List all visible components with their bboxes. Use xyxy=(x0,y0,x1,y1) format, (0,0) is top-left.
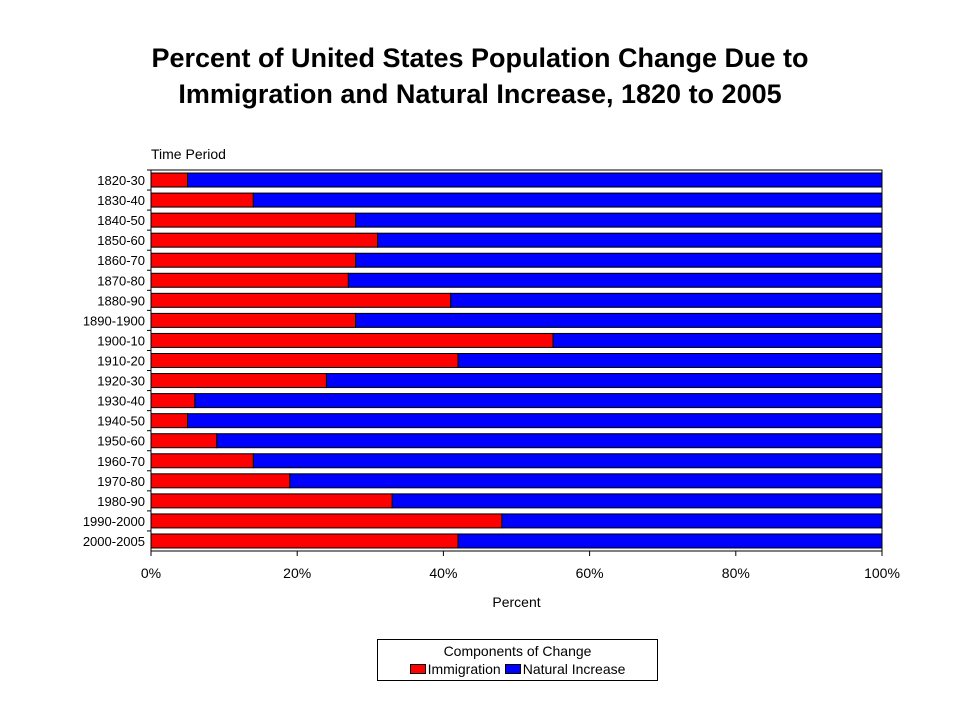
x-tick-label-60: 60% xyxy=(576,565,604,581)
bar-immigration-1820-30 xyxy=(150,172,189,188)
category-label-1930-40: 1930-40 xyxy=(97,394,145,409)
bar-immigration-2000-2005 xyxy=(150,533,459,549)
legend-swatch-natural-increase xyxy=(504,664,521,674)
bar-immigration-1830-40 xyxy=(150,192,254,208)
bar-immigration-1860-70 xyxy=(150,252,357,268)
category-label-1840-50: 1840-50 xyxy=(97,213,145,228)
plot-frame xyxy=(150,169,883,552)
legend: Components of Change Immigration Natural… xyxy=(377,639,658,681)
bar-immigration-1840-50 xyxy=(150,212,357,228)
bar-immigration-1960-70 xyxy=(150,453,254,469)
bar-immigration-1950-60 xyxy=(150,433,218,449)
bar-natural-increase-1900-10 xyxy=(552,332,883,348)
bar-immigration-1920-30 xyxy=(150,373,327,389)
x-axis-title: Percent xyxy=(492,594,540,610)
legend-label-immigration: Immigration xyxy=(427,661,501,677)
bar-natural-increase-1960-70 xyxy=(252,453,883,469)
category-label-1990-2000: 1990-2000 xyxy=(83,514,145,529)
category-label-1850-60: 1850-60 xyxy=(97,233,145,248)
bar-immigration-1870-80 xyxy=(150,272,349,288)
category-label-2000-2005: 2000-2005 xyxy=(83,534,145,549)
bar-immigration-1900-10 xyxy=(150,332,554,348)
x-tick-label-20: 20% xyxy=(283,565,311,581)
bar-natural-increase-1870-80 xyxy=(347,272,883,288)
category-label-1950-60: 1950-60 xyxy=(97,434,145,449)
chart-title-line-1: Percent of United States Population Chan… xyxy=(151,43,809,73)
category-label-1920-30: 1920-30 xyxy=(97,374,145,389)
bar-natural-increase-1830-40 xyxy=(252,192,883,208)
bar-immigration-1980-90 xyxy=(150,493,393,509)
bar-natural-increase-1880-90 xyxy=(450,292,883,308)
x-axis-ticks: 0% 20% 40% 60% 80% 100% xyxy=(141,551,900,581)
bar-immigration-1970-80 xyxy=(150,473,291,489)
category-label-1960-70: 1960-70 xyxy=(97,454,145,469)
category-labels: 1820-30 1830-40 1840-50 1850-60 1860-70 1870-… xyxy=(83,169,151,549)
bar-natural-increase-1980-90 xyxy=(391,493,883,509)
bar-natural-increase-1930-40 xyxy=(194,393,883,409)
category-label-1910-20: 1910-20 xyxy=(97,354,145,369)
bar-natural-increase-2000-2005 xyxy=(457,533,883,549)
legend-label-natural-increase: Natural Increase xyxy=(522,661,626,677)
bar-natural-increase-1860-70 xyxy=(355,252,883,268)
bar-natural-increase-1850-60 xyxy=(377,232,883,248)
bar-immigration-1890-1900 xyxy=(150,312,357,328)
legend-item-immigration: Immigration xyxy=(409,661,501,677)
legend-item-natural-increase: Natural Increase xyxy=(504,661,626,677)
bar-natural-increase-1940-50 xyxy=(187,413,883,429)
x-tick-label-100: 100% xyxy=(864,565,900,581)
category-label-1900-10: 1900-10 xyxy=(97,333,145,348)
legend-swatch-immigration xyxy=(409,664,426,674)
bar-natural-increase-1950-60 xyxy=(216,433,883,449)
bars-group xyxy=(150,172,883,549)
bar-immigration-1930-40 xyxy=(150,393,196,409)
category-label-1890-1900: 1890-1900 xyxy=(83,313,145,328)
bar-immigration-1940-50 xyxy=(150,413,189,429)
category-label-1860-70: 1860-70 xyxy=(97,253,145,268)
x-tick-label-40: 40% xyxy=(429,565,457,581)
legend-title: Components of Change xyxy=(443,643,592,659)
legend-items: Immigration Natural Increase xyxy=(378,661,657,677)
category-label-1880-90: 1880-90 xyxy=(97,293,145,308)
x-tick-label-0: 0% xyxy=(141,565,161,581)
bar-natural-increase-1910-20 xyxy=(457,353,883,368)
y-axis-title: Time Period xyxy=(151,146,226,162)
bar-immigration-1910-20 xyxy=(150,353,459,368)
bar-immigration-1880-90 xyxy=(150,292,452,308)
category-label-1970-80: 1970-80 xyxy=(97,474,145,489)
bar-immigration-1850-60 xyxy=(150,232,379,248)
bar-natural-increase-1920-30 xyxy=(325,373,883,389)
x-tick-label-80: 80% xyxy=(722,565,750,581)
category-label-1820-30: 1820-30 xyxy=(97,173,145,188)
bar-natural-increase-1890-1900 xyxy=(355,312,883,328)
bar-natural-increase-1990-2000 xyxy=(501,513,883,529)
category-label-1830-40: 1830-40 xyxy=(97,193,145,208)
bar-natural-increase-1820-30 xyxy=(187,172,883,188)
bar-natural-increase-1840-50 xyxy=(355,212,883,228)
chart-title-line-2: Immigration and Natural Increase, 1820 t… xyxy=(178,79,782,109)
chart-title: Percent of United States Population Chan… xyxy=(0,40,960,112)
bar-immigration-1990-2000 xyxy=(150,513,503,529)
bar-natural-increase-1970-80 xyxy=(289,473,883,489)
category-label-1870-80: 1870-80 xyxy=(97,273,145,288)
category-label-1940-50: 1940-50 xyxy=(97,414,145,429)
category-label-1980-90: 1980-90 xyxy=(97,494,145,509)
